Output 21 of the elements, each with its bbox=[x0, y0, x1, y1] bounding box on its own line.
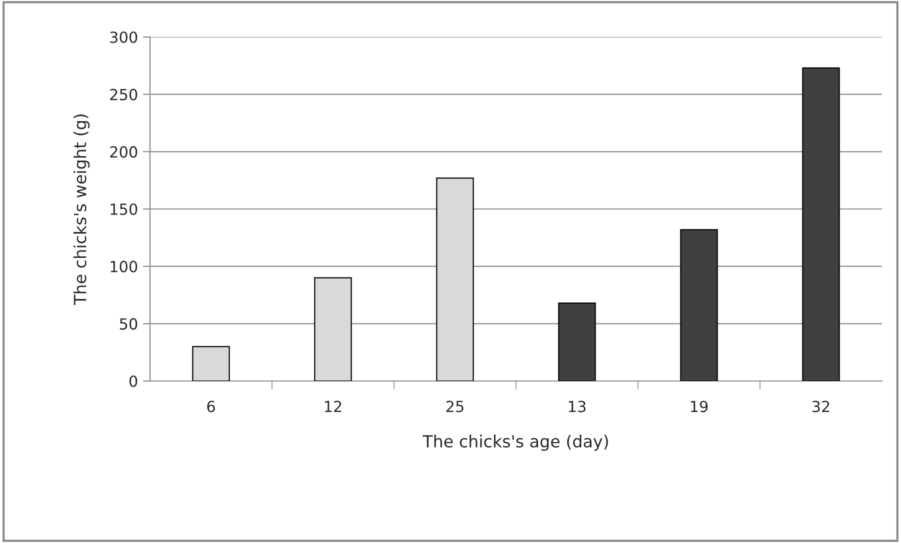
y-tick-label: 250 bbox=[110, 88, 138, 100]
bar bbox=[314, 277, 352, 381]
bar bbox=[802, 67, 840, 381]
y-axis-title: The chicks's weight (g) bbox=[73, 114, 90, 305]
x-tick-label: 6 bbox=[207, 400, 215, 412]
x-tick-label: 12 bbox=[324, 400, 342, 412]
bar bbox=[192, 346, 230, 381]
x-tick-label: 32 bbox=[812, 400, 830, 412]
x-tick-label: 25 bbox=[446, 400, 464, 412]
y-tick-label: 200 bbox=[110, 146, 138, 158]
bar bbox=[436, 177, 474, 381]
x-tick-label: 19 bbox=[690, 400, 708, 412]
y-tick-label: 100 bbox=[110, 260, 138, 272]
y-tick-label: 300 bbox=[110, 31, 138, 44]
y-tick-label: 150 bbox=[110, 203, 138, 216]
bar bbox=[558, 302, 596, 381]
x-axis-title: The chicks's age (day) bbox=[422, 434, 608, 451]
y-tick-label: 0 bbox=[129, 375, 138, 388]
bar bbox=[680, 229, 718, 381]
x-tick-label: 13 bbox=[568, 400, 586, 412]
y-tick-label: 50 bbox=[120, 318, 138, 330]
